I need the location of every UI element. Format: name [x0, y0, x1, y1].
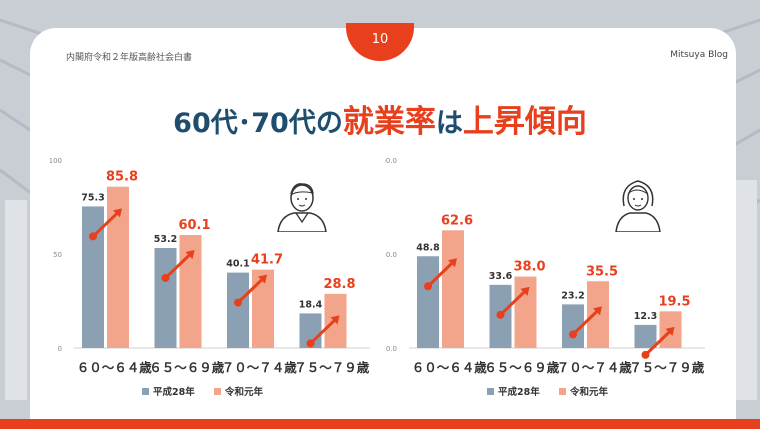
legend-label-h28: 平成28年	[498, 386, 540, 398]
bar-r1	[442, 230, 464, 348]
value-label-r1: 41.7	[251, 253, 283, 268]
bar-r1	[107, 186, 129, 348]
increase-arrow	[496, 286, 530, 319]
value-label-h28: 12.3	[634, 311, 657, 322]
value-label-r1: 38.0	[513, 260, 545, 275]
increase-arrow	[569, 306, 602, 339]
slide-title: 60代･70代の就業率は上昇傾向	[0, 96, 760, 141]
increase-arrow	[306, 315, 340, 348]
bar-r1	[514, 276, 537, 348]
increase-arrow	[641, 326, 675, 359]
male-person-icon	[272, 178, 332, 232]
increase-arrow	[234, 274, 267, 307]
legend-swatch-r1	[214, 388, 221, 395]
category-label: ６０～６４歳	[77, 360, 153, 375]
title-part2: 就業率	[342, 104, 436, 140]
category-label: ６５～６９歳	[149, 360, 225, 375]
category-label: ７５～７９歳	[294, 360, 370, 375]
legend-swatch-h28	[487, 388, 494, 395]
value-label-h28: 53.2	[154, 234, 177, 245]
legend-swatch-r1	[559, 388, 566, 395]
legend: 平成28年 令和元年	[142, 386, 264, 398]
legend-label-h28: 平成28年	[153, 386, 195, 398]
title-part1: 60代･70代の	[173, 108, 343, 139]
bar-r1	[587, 281, 609, 348]
title-part4: 上昇傾向	[462, 104, 587, 140]
bar-h28	[154, 247, 177, 348]
legend: 平成28年 令和元年	[487, 386, 609, 398]
legend-label-r1: 令和元年	[569, 386, 609, 398]
y-tick-label: 0	[58, 345, 62, 353]
footer-bar	[0, 419, 760, 429]
y-tick-label: 50.0	[385, 251, 397, 259]
legend-label-r1: 令和元年	[224, 386, 264, 398]
value-label-r1: 62.6	[441, 213, 473, 228]
value-label-h28: 33.6	[489, 271, 513, 282]
y-tick-label: 100	[50, 157, 62, 165]
y-tick-label: 50	[53, 251, 62, 259]
bar-r1	[252, 269, 274, 348]
value-label-h28: 40.1	[226, 259, 249, 270]
bar-h28	[82, 206, 104, 348]
title-part3: は	[435, 108, 463, 139]
bar-h28	[227, 272, 249, 348]
bar-h28	[562, 304, 584, 348]
bar-h28	[634, 324, 657, 348]
value-label-h28: 18.4	[299, 299, 323, 310]
y-tick-label: 100.0	[385, 157, 397, 165]
value-label-r1: 28.8	[323, 277, 355, 292]
value-label-r1: 35.5	[586, 264, 618, 279]
value-label-h28: 75.3	[81, 192, 104, 203]
legend-swatch-h28	[142, 388, 149, 395]
brand-label: Mitsuya Blog	[670, 50, 728, 60]
value-label-r1: 19.5	[658, 294, 690, 309]
category-label: ７０～７４歳	[557, 360, 633, 375]
bar-r1	[179, 235, 202, 348]
increase-arrow	[89, 208, 122, 241]
y-tick-label: 0.0	[386, 345, 397, 353]
category-label: ７５～７９歳	[629, 360, 705, 375]
female-person-icon	[608, 176, 668, 232]
value-label-r1: 85.8	[106, 170, 138, 185]
chart-female: 0.0 50.0 100.0 48.8 62.6 ６０～６４歳 33.638.0 ６５～６９歳…	[385, 157, 705, 398]
category-label: ６０～６４歳	[412, 360, 488, 375]
category-label: ７０～７４歳	[222, 360, 298, 375]
chart-male: 0 50 100 75.385.8 ６０～６４歳 53.260.1 ６５～６９歳 40.1 41…	[50, 157, 370, 398]
value-label-r1: 60.1	[178, 218, 210, 233]
source-label: 内閣府令和２年版高齢社会白書	[66, 53, 193, 63]
value-label-h28: 23.2	[561, 290, 584, 301]
increase-arrow	[424, 258, 457, 291]
bar-h28	[417, 256, 439, 348]
value-label-h28: 48.8	[416, 242, 440, 253]
increase-arrow	[161, 249, 195, 282]
category-label: ６５～６９歳	[484, 360, 560, 375]
